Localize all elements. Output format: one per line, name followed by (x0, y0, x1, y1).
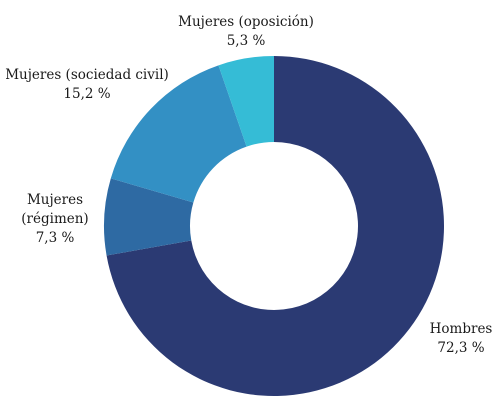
slice-labels: Hombres 72,3 %Mujeres (régimen) 7,3 %Mujere… (5, 14, 492, 356)
donut-slice (104, 178, 194, 256)
slice-value: 15,2 % (63, 86, 110, 102)
slice-label: Hombres 72,3 % (430, 321, 493, 356)
slice-label: Mujeres (sociedad civil) 15,2 % (5, 67, 169, 102)
slice-name: (régimen) (21, 211, 88, 227)
donut-slice (110, 65, 247, 203)
slice-value: 72,3 % (437, 340, 484, 356)
slice-label: Mujeres (régimen) 7,3 % (21, 192, 88, 246)
slice-name: Hombres (430, 321, 493, 337)
slice-name: Mujeres (oposición) (178, 14, 314, 30)
slice-value: 5,3 % (227, 33, 266, 49)
donut-slice (106, 56, 445, 396)
slice-label: Mujeres (oposición) 5,3 % (178, 14, 314, 49)
slice-value: 7,3 % (36, 230, 75, 246)
donut-slices (104, 56, 445, 396)
slice-name: Mujeres (27, 192, 83, 208)
slice-name: Mujeres (sociedad civil) (5, 67, 169, 83)
donut-slice (218, 56, 274, 147)
